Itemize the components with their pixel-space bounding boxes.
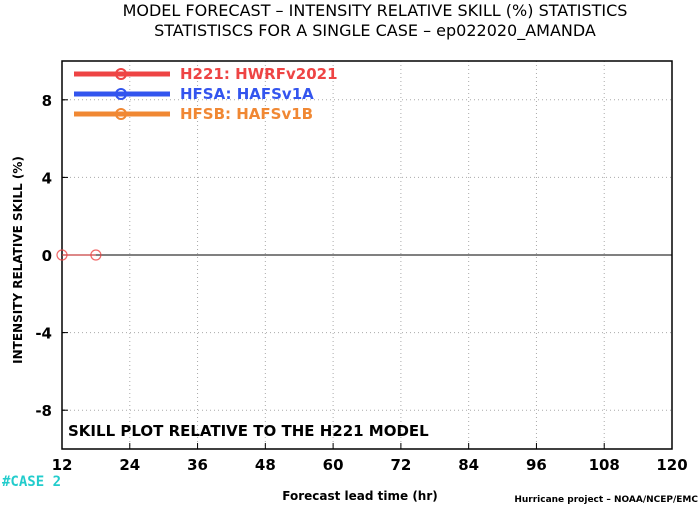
legend-entry: HFSA: HAFSv1A xyxy=(180,85,314,103)
skill-annotation: SKILL PLOT RELATIVE TO THE H221 MODEL xyxy=(68,422,429,440)
y-tick-label: -8 xyxy=(35,402,52,420)
x-tick-label: 96 xyxy=(526,456,547,474)
x-tick-label: 48 xyxy=(255,456,276,474)
y-tick-label: 0 xyxy=(42,247,52,265)
x-tick-label: 24 xyxy=(119,456,140,474)
x-tick-label: 36 xyxy=(187,456,208,474)
case-label: #CASE 2 xyxy=(2,474,61,490)
x-tick-label: 84 xyxy=(458,456,479,474)
chart-subtitle: STATISTISCS FOR A SINGLE CASE – ep022020… xyxy=(154,21,596,41)
y-tick-label: 4 xyxy=(42,169,52,187)
x-tick-label: 60 xyxy=(323,456,344,474)
legend: H221: HWRFv2021 HFSA: HAFSv1A HFSB: HAFSv1… xyxy=(74,65,338,123)
data-point xyxy=(56,249,68,261)
x-tick-label: 120 xyxy=(656,456,687,474)
chart-title: MODEL FORECAST – INTENSITY RELATIVE SKIL… xyxy=(123,1,628,20)
y-tick-label: -4 xyxy=(35,325,52,343)
y-axis-label: INTENSITY RELATIVE SKILL (%) xyxy=(11,156,25,364)
credit-text: Hurricane project – NOAA/NCEP/EMC xyxy=(514,495,698,505)
series-group xyxy=(56,249,102,261)
data-point xyxy=(90,249,102,261)
x-tick-label: 12 xyxy=(52,456,73,474)
y-ticks: 8 4 0 -4 -8 xyxy=(35,92,68,420)
legend-swatch-marker xyxy=(115,88,127,100)
x-tick-label: 72 xyxy=(390,456,411,474)
legend-swatch-marker xyxy=(115,68,127,80)
y-tick-label: 8 xyxy=(42,92,52,110)
x-axis-label: Forecast lead time (hr) xyxy=(282,489,438,503)
legend-entry: HFSB: HAFSv1B xyxy=(180,105,313,123)
legend-entry: H221: HWRFv2021 xyxy=(180,65,338,83)
x-tick-label: 108 xyxy=(589,456,620,474)
legend-swatch-marker xyxy=(115,108,127,120)
x-ticks: 12 24 36 48 60 72 84 96 108 120 xyxy=(52,443,688,474)
